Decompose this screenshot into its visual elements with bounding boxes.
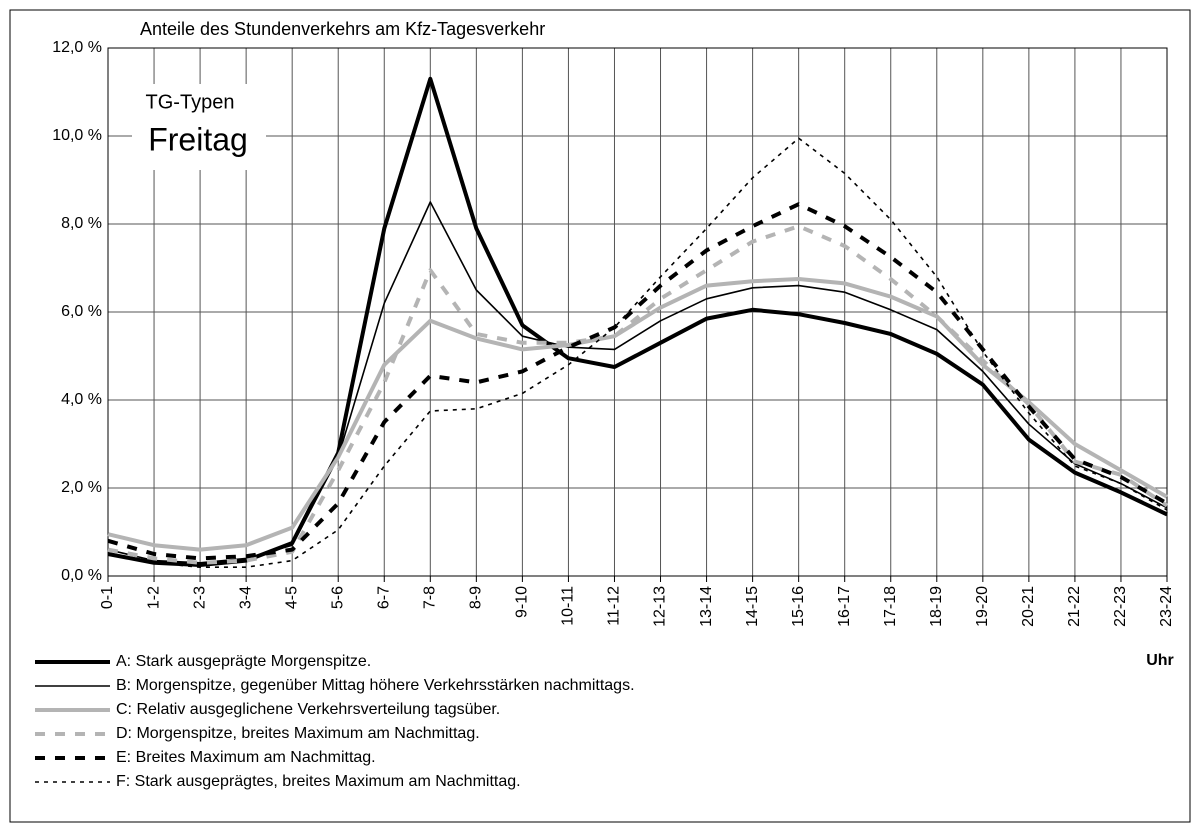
x-tick-label: 18-19 [928, 586, 945, 627]
y-tick-label: 6,0 % [61, 303, 102, 320]
y-tick-label: 4,0 % [61, 391, 102, 408]
x-axis-label: Uhr [1146, 652, 1174, 669]
x-tick-label: 8-9 [468, 586, 485, 609]
annotation: TG-Typen [146, 91, 235, 113]
legend-label: F: Stark ausgeprägtes, breites Maximum a… [116, 773, 521, 790]
series-line [107, 137, 1168, 568]
x-tick-label: 6-7 [375, 586, 392, 609]
legend-label: E: Breites Maximum am Nachmittag. [116, 749, 376, 766]
legend-label: D: Morgenspitze, breites Maximum am Nach… [116, 725, 480, 742]
x-tick-label: 7-8 [422, 586, 439, 609]
x-tick-label: 11-12 [606, 586, 623, 626]
x-tick-label: 16-17 [836, 586, 853, 627]
annotation-box [132, 84, 266, 170]
y-tick-label: 0,0 % [61, 567, 102, 584]
y-tick-label: 8,0 % [61, 215, 102, 232]
series-line [107, 201, 1168, 564]
legend-label: C: Relativ ausgeglichene Verkehrsverteil… [116, 701, 500, 718]
x-tick-label: 17-18 [882, 586, 899, 627]
x-tick-label: 20-21 [1020, 586, 1037, 627]
y-tick-label: 10,0 % [52, 127, 102, 144]
x-tick-label: 5-6 [329, 586, 346, 609]
x-tick-label: 15-16 [790, 586, 807, 627]
x-tick-label: 14-15 [744, 586, 761, 627]
x-tick-label: 4-5 [283, 586, 300, 609]
annotation: Freitag [148, 121, 248, 157]
x-tick-label: 1-2 [145, 586, 162, 609]
series-line [107, 277, 1168, 552]
x-tick-label: 10-11 [560, 586, 577, 626]
x-tick-label: 13-14 [698, 586, 715, 627]
x-tick-label: 9-10 [514, 586, 531, 618]
x-tick-label: 21-22 [1066, 586, 1083, 627]
x-tick-label: 19-20 [974, 586, 991, 627]
plot [107, 47, 1169, 582]
chart-title: Anteile des Stundenverkehrs am Kfz-Tages… [140, 19, 545, 39]
series-line [107, 224, 1169, 565]
plot-border [107, 47, 1168, 577]
x-tick-label: 3-4 [237, 586, 254, 609]
x-tick-label: 0-1 [99, 586, 116, 609]
x-tick-label: 2-3 [191, 586, 208, 609]
legend-label: A: Stark ausgeprägte Morgenspitze. [116, 653, 371, 670]
frame [9, 9, 1191, 823]
x-tick-label: 22-23 [1112, 586, 1129, 627]
y-tick-label: 2,0 % [61, 479, 102, 496]
x-tick-label: 12-13 [652, 586, 669, 627]
series-line [107, 202, 1168, 561]
x-tick-label: 23-24 [1158, 586, 1175, 627]
legend-label: B: Morgenspitze, gegenüber Mittag höhere… [116, 677, 635, 694]
y-tick-label: 12,0 % [52, 39, 102, 56]
series-line [107, 76, 1168, 567]
